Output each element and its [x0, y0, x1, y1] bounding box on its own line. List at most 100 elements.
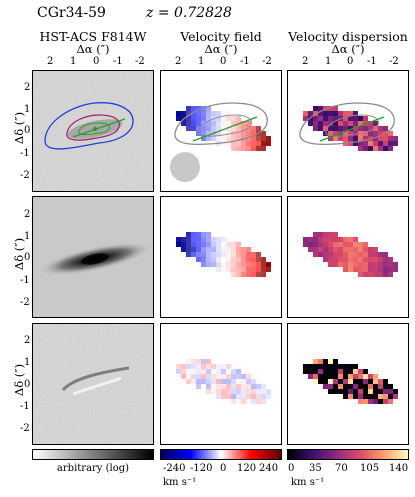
pixel-cell [388, 262, 393, 267]
pixel-cell [201, 126, 206, 131]
x-axis-label-velocity-dispersion: Δα (″) [331, 42, 365, 56]
pixel-cell [181, 374, 186, 379]
pixel-cell [333, 136, 338, 141]
pixel-cell [358, 379, 363, 384]
redshift-label: z = 0.72828 [146, 5, 232, 21]
pixel-cell [196, 384, 201, 389]
pixel-cell [328, 257, 333, 262]
pixel-cell [251, 384, 256, 389]
pixel-cell [303, 369, 308, 374]
pixel-cell [373, 141, 378, 146]
pixel-cell [328, 364, 333, 369]
pixel-cell [353, 131, 358, 136]
x-tick: 2 [175, 56, 182, 67]
residual-image-panel [32, 323, 154, 445]
velocity-dispersion-observed-map [303, 232, 398, 277]
pixel-cell [328, 247, 333, 252]
pixel-cell [221, 394, 226, 399]
pixel-cell [333, 379, 338, 384]
pixel-cell [343, 394, 348, 399]
pixel-cell [338, 136, 343, 141]
pixel-cell [368, 389, 373, 394]
pixel-cell [231, 267, 236, 272]
pixel-cell [383, 262, 388, 267]
x-tick: -1 [367, 56, 377, 67]
pixel-cell [221, 364, 226, 369]
pixel-cell [353, 121, 358, 126]
pixel-cell [191, 242, 196, 247]
pixel-cell [348, 247, 353, 252]
pixel-cell [368, 399, 373, 404]
pixel-cell [226, 121, 231, 126]
pixel-cell [196, 369, 201, 374]
pixel-cell [236, 141, 241, 146]
pixel-cell [343, 364, 348, 369]
pixel-cell [206, 126, 211, 131]
pixel-cell [353, 262, 358, 267]
y-tick: -1 [20, 275, 30, 286]
pixel-cell [191, 252, 196, 257]
pixel-cell [241, 146, 246, 151]
pixel-cell [373, 136, 378, 141]
pixel-cell [201, 136, 206, 141]
pixel-cell [358, 257, 363, 262]
pixel-cell [226, 267, 231, 272]
pixel-cell [256, 141, 261, 146]
pixel-cell [303, 116, 308, 121]
pixel-cell [343, 237, 348, 242]
pixel-cell [323, 369, 328, 374]
psf-disk [170, 152, 200, 182]
pixel-cell [236, 267, 241, 272]
pixel-cell [343, 116, 348, 121]
pixel-cell [221, 136, 226, 141]
pixel-cell [236, 272, 241, 277]
pixel-cell [358, 146, 363, 151]
pixel-cell [181, 237, 186, 242]
pixel-cell [353, 252, 358, 257]
pixel-cell [206, 389, 211, 394]
pixel-cell [353, 116, 358, 121]
y-tick: -2 [20, 297, 30, 308]
pixel-cell [196, 121, 201, 126]
pixel-cell [246, 141, 251, 146]
pixel-cell [181, 247, 186, 252]
pixel-cell [206, 257, 211, 262]
pixel-cell [303, 242, 308, 247]
pixel-cell [251, 262, 256, 267]
pixel-cell [318, 106, 323, 111]
pixel-cell [353, 379, 358, 384]
pixel-cell [206, 359, 211, 364]
pixel-cell [186, 374, 191, 379]
pixel-cell [201, 121, 206, 126]
pixel-cell [328, 252, 333, 257]
x-tick: -1 [240, 56, 250, 67]
pixel-cell [226, 394, 231, 399]
velocity-dispersion-map [299, 102, 398, 151]
pixel-cell [251, 272, 256, 277]
pixel-cell [388, 399, 393, 404]
pixel-cell [246, 121, 251, 126]
pixel-cell [186, 252, 191, 257]
pixel-cell [363, 141, 368, 146]
pixel-cell [226, 111, 231, 116]
pixel-cell [231, 399, 236, 404]
pixel-cell [343, 389, 348, 394]
pixel-cell [308, 369, 313, 374]
pixel-cell [206, 131, 211, 136]
pixel-cell [368, 262, 373, 267]
pixel-cell [246, 136, 251, 141]
pixel-cell [363, 136, 368, 141]
colorbar-tick: 120 [237, 463, 257, 474]
pixel-cell [318, 379, 323, 384]
pixel-cell [318, 237, 323, 242]
pixel-cell [211, 262, 216, 267]
pixel-cell [378, 126, 383, 131]
pixel-cell [343, 379, 348, 384]
pixel-cell [176, 369, 181, 374]
pixel-cell [226, 141, 231, 146]
pixel-cell [358, 252, 363, 257]
pixel-cell [226, 369, 231, 374]
pixel-cell [333, 242, 338, 247]
pixel-cell [236, 146, 241, 151]
pixel-cell [388, 136, 393, 141]
